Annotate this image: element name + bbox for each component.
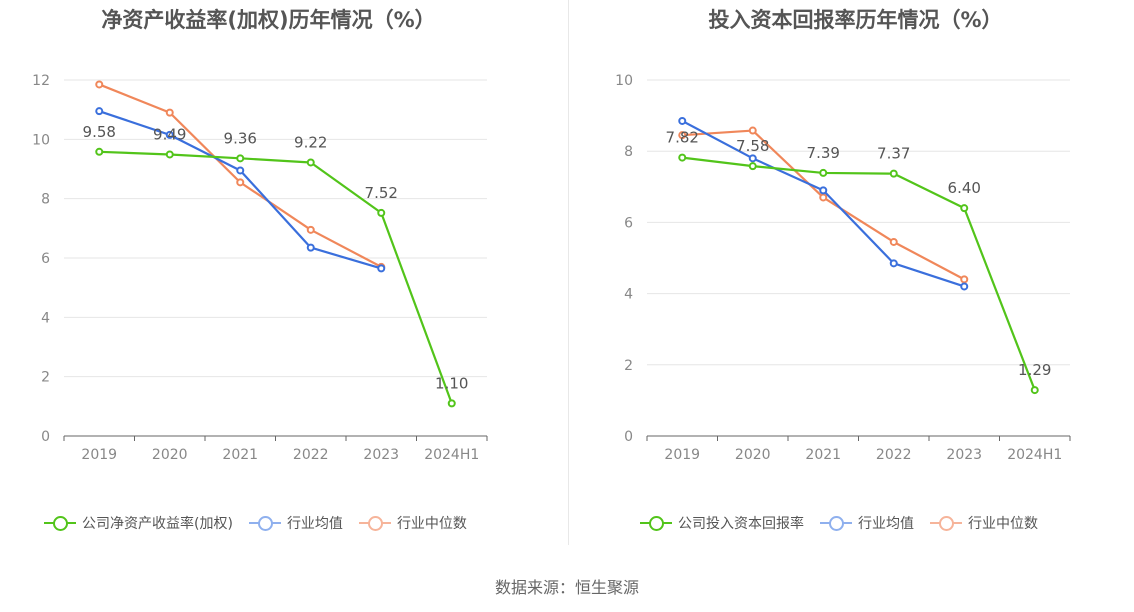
legend-label: 公司投入资本回报率 xyxy=(678,516,804,532)
y-tick-label: 6 xyxy=(41,251,50,267)
data-point-company[interactable] xyxy=(95,147,104,156)
series-line-median xyxy=(98,83,382,268)
data-point-avg[interactable] xyxy=(819,186,828,195)
roic-legend: 公司投入资本回报率 行业均值 行业中位数 xyxy=(640,512,1054,534)
data-point-company[interactable] xyxy=(306,158,315,167)
data-label: 9.49 xyxy=(153,125,186,143)
data-point-avg[interactable] xyxy=(236,166,245,175)
y-tick-label: 10 xyxy=(615,73,633,89)
data-label: 7.39 xyxy=(807,144,840,162)
x-tick-label: 2024H1 xyxy=(1007,447,1062,463)
data-label: 9.36 xyxy=(224,129,257,147)
data-point-avg[interactable] xyxy=(95,107,104,116)
roe-chart: 0 2 4 6 8 10 12 2019 2020 2021 2022 2023 2024H1 9.58 9… xyxy=(32,73,488,463)
y-tick-label: 0 xyxy=(41,429,50,445)
legend-label: 行业中位数 xyxy=(968,516,1038,532)
data-label: 7.82 xyxy=(666,129,699,147)
data-point-company[interactable] xyxy=(678,153,687,162)
x-tick-label: 2019 xyxy=(81,447,117,463)
data-point-median[interactable] xyxy=(678,131,687,140)
x-tick-label: 2021 xyxy=(222,447,258,463)
data-point-median[interactable] xyxy=(889,237,898,246)
x-tick-label: 2020 xyxy=(152,447,188,463)
data-point-company[interactable] xyxy=(447,399,456,408)
x-tick-label: 2019 xyxy=(664,447,700,463)
y-tick-label: 6 xyxy=(624,215,633,231)
y-tick-label: 2 xyxy=(41,370,50,386)
roic-chart-panel: 投入资本回报率历年情况（%） 0 2 4 6 8 10 2019 2020 2021 2022 20… xyxy=(567,0,1134,560)
data-point-avg[interactable] xyxy=(960,282,969,291)
roe-legend: 公司净资产收益率(加权) 行业均值 行业中位数 xyxy=(44,512,483,534)
y-tick-label: 4 xyxy=(41,310,50,326)
chart-title: 净资产收益率(加权)历年情况（%） xyxy=(101,8,436,32)
legend-item-company[interactable]: 公司投入资本回报率 xyxy=(640,513,804,533)
data-point-company[interactable] xyxy=(377,208,386,217)
y-tick-label: 8 xyxy=(624,144,633,160)
data-label: 6.40 xyxy=(948,179,981,197)
x-tick-label: 2022 xyxy=(293,447,329,463)
data-point-company[interactable] xyxy=(819,168,828,177)
data-point-avg[interactable] xyxy=(165,130,174,139)
data-point-avg[interactable] xyxy=(748,154,757,163)
legend-item-median[interactable]: 行业中位数 xyxy=(358,513,467,533)
y-tick-label: 4 xyxy=(624,287,633,303)
legend-item-avg[interactable]: 行业均值 xyxy=(248,513,343,533)
data-label: 1.29 xyxy=(1018,361,1051,379)
series-line-company xyxy=(682,156,1036,391)
data-point-avg[interactable] xyxy=(377,264,386,273)
data-point-company[interactable] xyxy=(1030,386,1039,395)
x-tick-label: 2021 xyxy=(805,447,841,463)
x-tick-label: 2023 xyxy=(946,447,982,463)
data-label: 1.10 xyxy=(435,374,468,392)
roic-chart: 0 2 4 6 8 10 2019 2020 2021 2022 2023 2024H1 7.82 7.5… xyxy=(615,73,1071,463)
chart-title: 投入资本回报率历年情况（%） xyxy=(708,8,1003,32)
legend-swatch-icon xyxy=(930,515,962,531)
panel-divider xyxy=(568,0,569,545)
data-point-median[interactable] xyxy=(960,275,969,284)
data-point-company[interactable] xyxy=(889,169,898,178)
legend-swatch-icon xyxy=(44,515,76,531)
y-tick-label: 12 xyxy=(32,73,50,89)
data-point-avg[interactable] xyxy=(678,116,687,125)
legend-label: 行业均值 xyxy=(858,516,914,532)
data-point-avg[interactable] xyxy=(306,243,315,252)
legend-label: 行业均值 xyxy=(286,516,343,532)
data-point-median[interactable] xyxy=(165,108,174,117)
y-tick-label: 2 xyxy=(624,358,633,374)
data-point-company[interactable] xyxy=(960,204,969,213)
data-label: 7.52 xyxy=(365,184,398,202)
y-tick-label: 0 xyxy=(624,429,633,445)
legend-label: 公司净资产收益率(加权) xyxy=(82,516,233,532)
data-point-median[interactable] xyxy=(748,126,757,135)
data-point-median[interactable] xyxy=(236,178,245,187)
y-tick-label: 8 xyxy=(41,192,50,208)
data-point-company[interactable] xyxy=(236,154,245,163)
data-label: 9.22 xyxy=(294,133,327,151)
legend-item-avg[interactable]: 行业均值 xyxy=(820,513,914,533)
series-line-company xyxy=(99,150,453,404)
data-source: 数据来源：恒生聚源 xyxy=(494,578,639,597)
legend-item-company[interactable]: 公司净资产收益率(加权) xyxy=(44,513,233,533)
legend-label: 行业中位数 xyxy=(396,516,467,532)
data-label: 7.37 xyxy=(877,145,910,163)
x-tick-label: 2024H1 xyxy=(424,447,479,463)
legend-swatch-icon xyxy=(640,515,672,531)
x-tick-label: 2020 xyxy=(735,447,771,463)
x-tick-label: 2022 xyxy=(876,447,912,463)
roe-chart-panel: 净资产收益率(加权)历年情况（%） 0 2 4 6 8 10 12 2019 2020 2021 2… xyxy=(0,0,567,560)
data-label: 7.58 xyxy=(736,137,769,155)
data-label: 9.58 xyxy=(83,123,116,141)
data-point-median[interactable] xyxy=(95,80,104,89)
legend-swatch-icon xyxy=(358,515,391,531)
legend-swatch-icon xyxy=(248,515,281,531)
y-tick-label: 10 xyxy=(32,132,50,148)
data-point-median[interactable] xyxy=(306,225,315,234)
data-point-company[interactable] xyxy=(165,150,174,159)
x-tick-label: 2023 xyxy=(363,447,399,463)
legend-swatch-icon xyxy=(820,515,852,531)
data-point-median[interactable] xyxy=(819,193,828,202)
data-point-company[interactable] xyxy=(748,162,757,171)
data-point-avg[interactable] xyxy=(889,259,898,268)
legend-item-median[interactable]: 行业中位数 xyxy=(930,513,1038,533)
